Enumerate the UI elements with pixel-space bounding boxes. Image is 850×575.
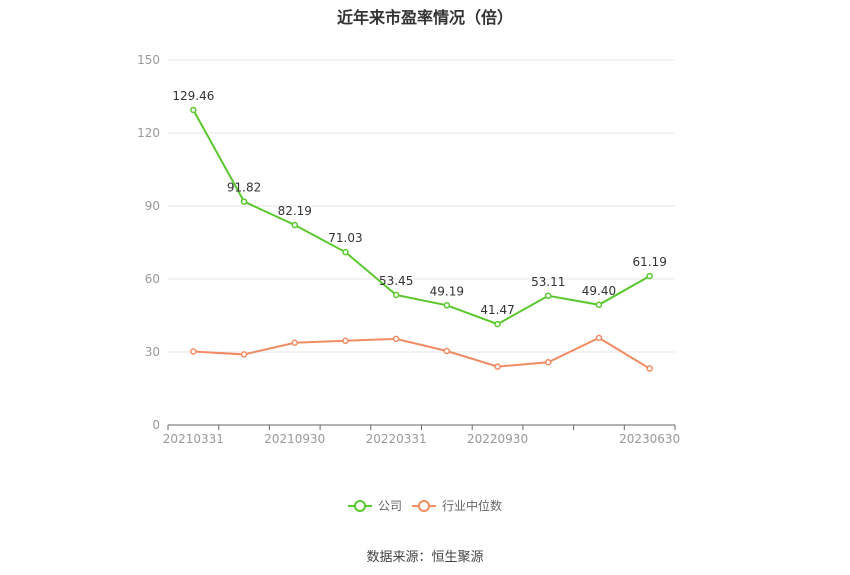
series-2-point: [646, 365, 653, 372]
series-group: 129.46 91.82 82.19 71.03 53.45 49.19 41.47 53.1…: [172, 89, 667, 372]
series-2-point: [595, 334, 603, 342]
series-1-point: [494, 320, 501, 328]
x-tick-label: 20220331: [366, 432, 427, 446]
data-label: 91.82: [227, 181, 261, 195]
legend-marker-2: [418, 500, 430, 512]
x-tick-label: 20210930: [264, 432, 325, 446]
series-1-point: [595, 301, 603, 309]
y-tick-label: 0: [152, 418, 160, 432]
legend-label-2: 行业中位数: [442, 498, 502, 513]
series-2-point: [291, 339, 298, 347]
legend-marker-1: [354, 500, 366, 512]
series-1-point: [646, 272, 653, 280]
data-label: 82.19: [278, 204, 312, 218]
data-label: 71.03: [328, 231, 362, 245]
series-line-2: [193, 336, 651, 370]
chart-title: 近年来市盈率情况（倍）: [336, 8, 513, 27]
y-tick-label: 60: [145, 272, 160, 286]
series-2-point: [392, 335, 400, 343]
series-2-point: [545, 358, 552, 366]
series-2-point: [240, 351, 248, 358]
series-2-point: [443, 347, 451, 355]
y-tick-label: 120: [137, 126, 160, 140]
series-1-point: [342, 248, 349, 256]
data-source-note: 数据来源：恒生聚源: [366, 550, 484, 565]
y-axis-ticks: 0 30 60 90 120 150: [137, 53, 160, 432]
legend: 公司 行业中位数: [348, 498, 502, 513]
series-1-point: [240, 198, 248, 205]
y-tick-label: 150: [137, 53, 160, 67]
data-label: 53.11: [531, 275, 565, 289]
series-1-point: [545, 292, 552, 300]
x-axis: 20210331 20210930 20220331 20220930 20230630: [163, 424, 680, 446]
y-tick-label: 90: [145, 199, 160, 213]
data-label: 49.40: [582, 284, 616, 298]
grid-lines: [168, 59, 675, 353]
y-tick-label: 30: [145, 345, 160, 359]
data-label: 53.45: [379, 274, 413, 288]
series-2-point: [190, 348, 197, 355]
data-label: 129.46: [172, 89, 214, 103]
series-1-point: [443, 302, 451, 309]
legend-label-1: 公司: [378, 499, 402, 513]
series-1-point: [291, 221, 298, 229]
series-line-1: [192, 109, 651, 326]
series-1-point: [392, 291, 400, 299]
series-2-point: [494, 363, 501, 370]
data-label: 61.19: [632, 255, 666, 269]
x-tick-label: 20230630: [619, 432, 680, 446]
x-tick-label: 20220930: [467, 432, 528, 446]
data-label: 41.47: [480, 303, 514, 317]
series-2-point: [342, 337, 349, 345]
data-label: 49.19: [430, 284, 464, 298]
x-tick-label: 20210331: [163, 432, 224, 446]
series-1-point: [190, 106, 197, 114]
